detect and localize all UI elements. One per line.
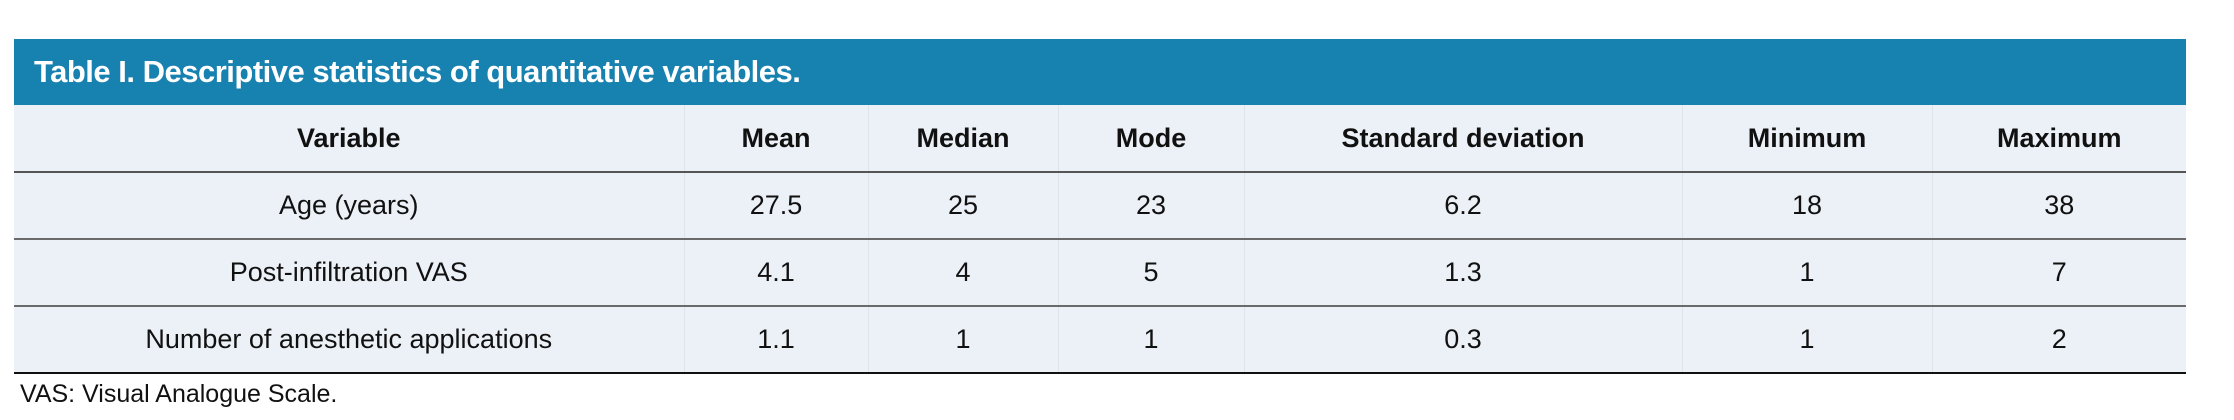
table-cell: 1 (1681, 306, 1932, 374)
table-cell: 18 (1681, 172, 1932, 240)
column-header: Mode (1057, 105, 1244, 173)
table-cell: 23 (1057, 172, 1244, 240)
table-cell: 5 (1057, 239, 1244, 307)
table-cell: 38 (1931, 172, 2186, 240)
table-cell: 1.3 (1243, 239, 1682, 307)
table-cell: 0.3 (1243, 306, 1682, 374)
table-cell: 2 (1931, 306, 2186, 374)
table-row: Number of anesthetic applications 1.1 1 1 0.… (14, 306, 2186, 374)
column-header: Median (867, 105, 1058, 173)
column-header: Mean (683, 105, 868, 173)
table-container: Table I. Descriptive statistics of quant… (14, 39, 2186, 374)
descriptive-statistics-table: Variable Mean Median Mode Standard devia… (14, 105, 2186, 374)
table-row: Age (years) 27.5 25 23 6.2 18 38 (14, 172, 2186, 240)
table-row: Post-infiltration VAS 4.1 4 5 1.3 1 7 (14, 239, 2186, 307)
table-cell: 6.2 (1243, 172, 1682, 240)
table-cell: Post-infiltration VAS (14, 239, 684, 307)
table-cell: 1 (1057, 306, 1244, 374)
column-header: Variable (14, 105, 684, 173)
table-cell: 7 (1931, 239, 2186, 307)
column-header: Minimum (1681, 105, 1932, 173)
table-title: Table I. Descriptive statistics of quant… (14, 39, 2186, 105)
table-cell: 1 (867, 306, 1058, 374)
table-cell: 27.5 (683, 172, 868, 240)
header-row: Variable Mean Median Mode Standard devia… (14, 105, 2186, 173)
table-cell: 25 (867, 172, 1058, 240)
table-cell: 1.1 (683, 306, 868, 374)
table-cell: Number of anesthetic applications (14, 306, 684, 374)
table-cell: 4.1 (683, 239, 868, 307)
column-header: Standard deviation (1243, 105, 1682, 173)
column-header: Maximum (1931, 105, 2186, 173)
table-cell: Age (years) (14, 172, 684, 240)
table-cell: 4 (867, 239, 1058, 307)
table-cell: 1 (1681, 239, 1932, 307)
table-footnote: VAS: Visual Analogue Scale. (20, 380, 338, 408)
